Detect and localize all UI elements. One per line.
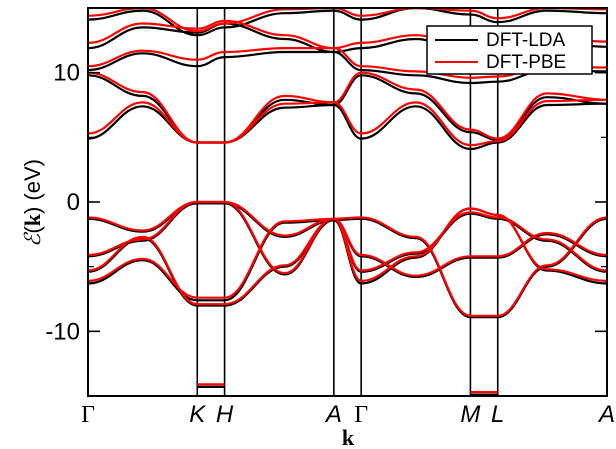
band-dft-lda-8 [88, 8, 607, 37]
x-axis-title: k [342, 425, 355, 449]
band-dft-pbe-8 [88, 8, 607, 33]
x-tick-label-5: M [460, 401, 480, 428]
y-axis-title-paren-close: ) [20, 207, 45, 214]
band-dft-lda-6 [88, 50, 607, 85]
legend-label-lda: DFT-LDA [486, 30, 566, 51]
x-tick-label-1: K [189, 401, 206, 428]
legend: DFT-LDA DFT-PBE [426, 25, 593, 75]
x-tick-label-0: Γ [81, 402, 95, 428]
legend-label-pbe: DFT-PBE [486, 52, 566, 73]
band-dft-pbe-6 [88, 46, 607, 79]
x-tick-label-2: H [216, 401, 234, 428]
band-dft-pbe-0 [88, 207, 607, 299]
svg-text:ℰ(k) (eV): ℰ(k) (eV) [20, 159, 45, 247]
band-dft-pbe-3 [88, 200, 607, 317]
y-axis-title: ℰ(k) (eV) [20, 159, 45, 247]
y-axis-title-unit: (eV) [20, 159, 45, 207]
legend-box [426, 25, 593, 75]
y-axis-title-symbol: ℰ [20, 231, 45, 247]
y-tick-label-0: -10 [45, 318, 80, 345]
y-ticks: -10 0 10 [45, 7, 607, 397]
x-tick-label-6: L [491, 401, 504, 428]
y-axis-title-k: k [20, 213, 45, 226]
y-tick-label-2: 10 [53, 60, 80, 87]
y-tick-label-1: 0 [67, 189, 80, 216]
x-tick-label-7: A [597, 401, 615, 428]
band-dft-pbe-1 [88, 211, 607, 306]
x-tick-label-4: Γ [354, 402, 368, 428]
x-tick-label-3: A [324, 401, 342, 428]
band-dft-pbe-5 [88, 71, 607, 144]
y-axis-title-paren-open: ( [20, 226, 45, 234]
